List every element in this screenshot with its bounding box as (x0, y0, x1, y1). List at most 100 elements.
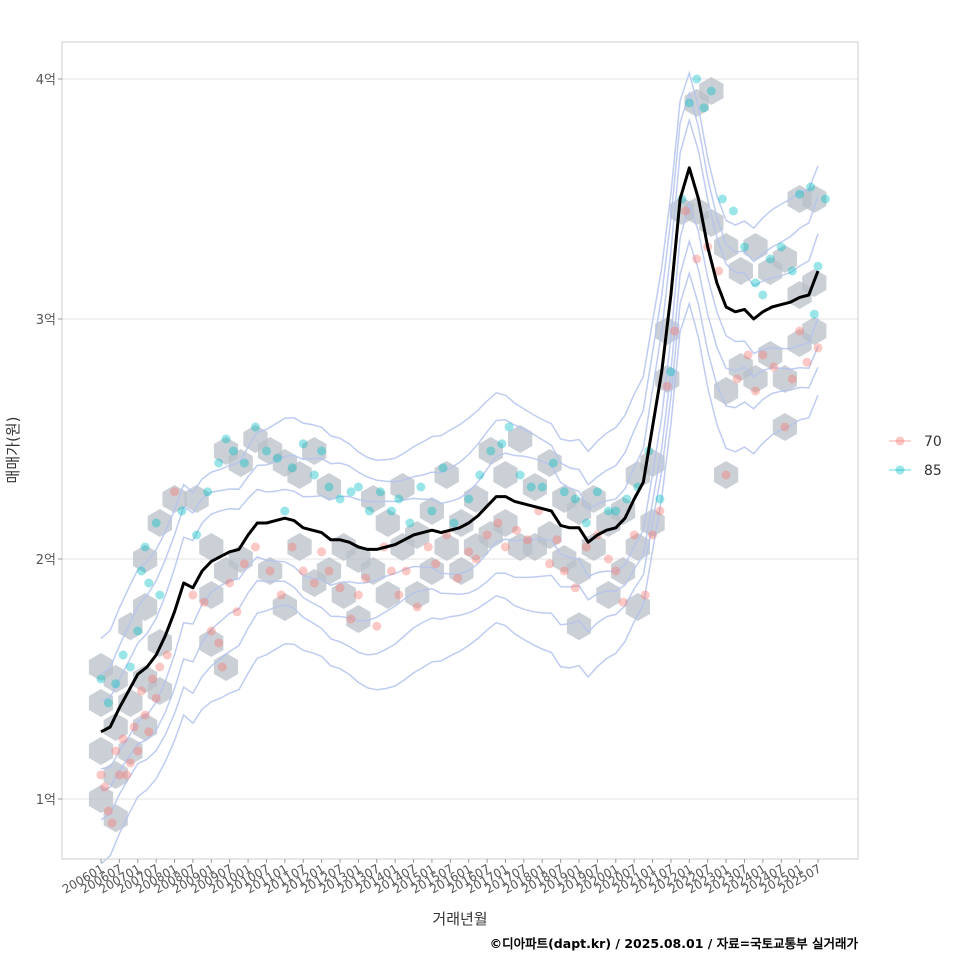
point-70 (482, 530, 492, 540)
point-85 (497, 439, 507, 449)
hex-bin (772, 245, 797, 273)
point-85 (221, 434, 231, 444)
point-85 (144, 578, 154, 588)
y-axis-title: 매매가(원) (4, 417, 22, 484)
contour-line (100, 117, 819, 702)
point-70 (188, 590, 198, 600)
point-70 (780, 422, 790, 432)
contour-line (100, 270, 819, 821)
trend-line (100, 166, 820, 734)
point-85 (699, 103, 709, 113)
hex-bin (537, 521, 562, 549)
hex-bin (714, 233, 739, 261)
panel-border (61, 41, 859, 860)
point-70 (225, 578, 235, 588)
point-70 (100, 782, 110, 792)
point-70 (471, 554, 481, 564)
point-70 (129, 722, 139, 732)
point-70 (170, 487, 179, 497)
hex-bin (566, 612, 592, 641)
point-70 (387, 566, 396, 576)
point-85 (537, 482, 547, 492)
point-85 (740, 242, 749, 252)
hex-bin (728, 257, 753, 285)
point-85 (118, 650, 128, 660)
point-85 (526, 482, 536, 492)
point-70 (122, 770, 132, 780)
point-70 (751, 386, 760, 396)
point-70 (552, 535, 562, 545)
point-85 (813, 261, 823, 271)
hex-bin (133, 545, 158, 573)
hex-bin (88, 737, 114, 765)
contour-line (100, 70, 819, 640)
point-70 (662, 381, 672, 391)
point-70 (559, 566, 569, 576)
point-85 (820, 194, 830, 204)
point-70 (265, 566, 275, 576)
y-tick-label: 4억 (36, 73, 56, 88)
hex-bin (228, 449, 253, 477)
point-85 (416, 482, 426, 492)
point-70 (361, 573, 371, 583)
hex-bin (772, 413, 797, 441)
point-70 (103, 806, 113, 816)
point-70 (199, 597, 209, 607)
hex-bin (199, 533, 224, 561)
hex-bin (361, 557, 386, 585)
point-85 (346, 487, 356, 497)
point-70 (670, 326, 680, 336)
point-85 (684, 98, 694, 108)
point-70 (412, 602, 422, 612)
point-85 (103, 698, 113, 708)
point-70 (714, 266, 724, 276)
point-85 (592, 487, 602, 497)
source-caption: ©디아파트(dapt.kr) / 2025.08.01 / 자료=국토교통부 실… (490, 936, 859, 951)
point-70 (111, 746, 121, 756)
point-70 (394, 590, 404, 600)
point-70 (648, 530, 657, 540)
point-85 (787, 266, 797, 276)
hex-bin (316, 473, 342, 501)
point-85 (486, 446, 496, 456)
point-85 (581, 518, 591, 528)
hex-bin (287, 533, 312, 561)
point-70 (214, 638, 224, 648)
hex-bin (199, 629, 224, 657)
point-85 (317, 446, 327, 456)
point-70 (118, 734, 128, 744)
point-85 (151, 518, 161, 528)
contour-line (100, 90, 819, 675)
point-70 (114, 770, 124, 780)
point-70 (155, 662, 165, 672)
point-70 (640, 590, 650, 600)
point-85 (375, 487, 385, 497)
point-70 (787, 374, 797, 384)
point-70 (317, 547, 327, 557)
point-70 (162, 650, 172, 660)
point-70 (107, 818, 117, 828)
hex-bin (375, 509, 400, 537)
point-85 (809, 309, 819, 319)
hex-bin (581, 485, 606, 513)
point-70 (464, 547, 474, 557)
point-70 (813, 343, 823, 353)
density-contours (100, 70, 819, 865)
hex-bin (118, 612, 143, 641)
legend-key-dot-70 (895, 436, 905, 446)
hex-bin (103, 713, 128, 741)
point-70 (324, 566, 334, 576)
point-70 (276, 590, 286, 600)
point-85 (364, 506, 374, 516)
point-70 (732, 374, 742, 384)
point-85 (751, 278, 760, 288)
point-70 (335, 583, 345, 593)
hex-bin (434, 533, 459, 561)
point-70 (217, 662, 227, 672)
hex-bin (537, 449, 562, 477)
point-85 (475, 470, 485, 480)
point-85 (559, 487, 569, 497)
plot-area (61, 41, 859, 865)
hex-bin (714, 377, 739, 405)
point-85 (353, 482, 363, 492)
